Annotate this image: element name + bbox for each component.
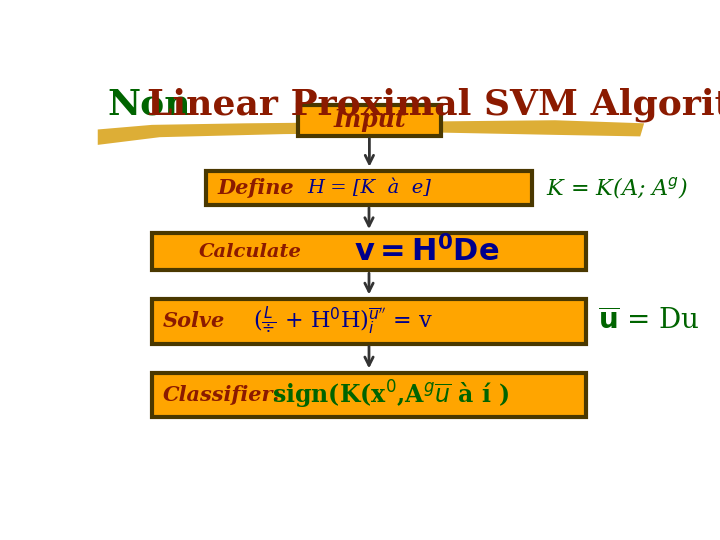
Text: sign(K(x$^0$,A$^g$$\overline{u}$ à í ): sign(K(x$^0$,A$^g$$\overline{u}$ à í ) [272,379,509,411]
Text: ($\frac{L}{\div}$ + H$^0$H)$^{\overline{u}^{\prime\prime}}_{i}$ = v: ($\frac{L}{\div}$ + H$^0$H)$^{\overline{… [253,305,433,338]
Text: Input: Input [333,108,405,132]
Text: H = [K  à  e]: H = [K à e] [307,179,431,197]
Text: K = K(A; A$^g$): K = K(A; A$^g$) [546,176,688,200]
Polygon shape [98,120,644,145]
FancyBboxPatch shape [152,299,586,343]
FancyBboxPatch shape [152,373,586,417]
Text: Non: Non [107,88,191,122]
Text: Classifier:: Classifier: [163,385,281,405]
Text: Define: Define [217,178,294,198]
FancyBboxPatch shape [297,105,441,136]
FancyBboxPatch shape [152,233,586,271]
Text: Solve: Solve [163,311,225,331]
Text: $\mathbf{\overline{u}}$ = Du: $\mathbf{\overline{u}}$ = Du [598,308,699,335]
FancyBboxPatch shape [206,171,532,205]
Text: Calculate: Calculate [199,243,302,261]
Text: Linear Proximal SVM Algorithm: Linear Proximal SVM Algorithm [148,88,720,123]
Text: $\mathbf{v = H^0De}$: $\mathbf{v = H^0De}$ [354,235,499,268]
